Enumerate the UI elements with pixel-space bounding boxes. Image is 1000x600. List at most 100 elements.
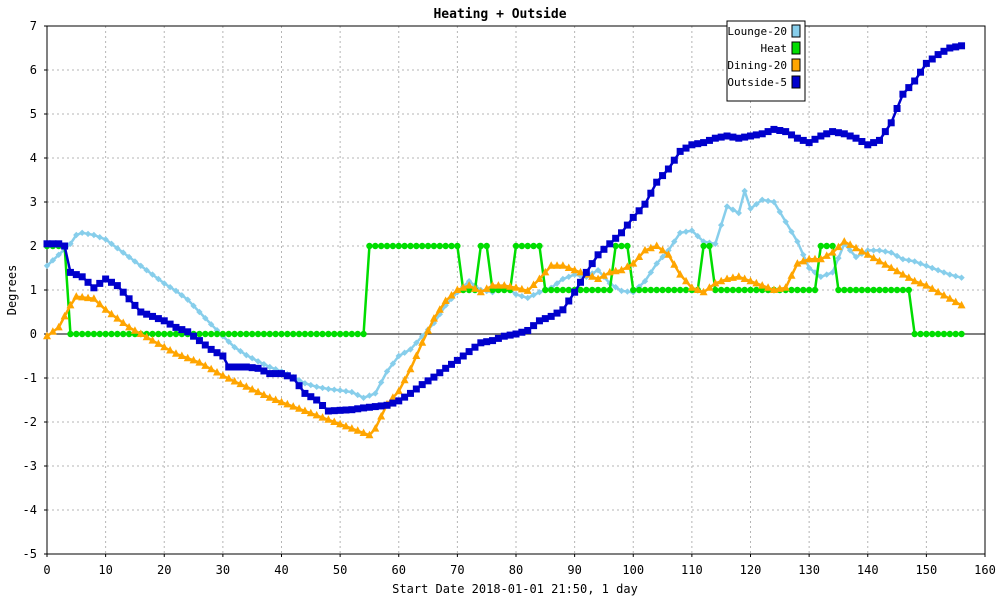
data-point [512, 291, 520, 298]
data-point [307, 381, 315, 389]
data-point [313, 383, 320, 390]
data-point [565, 297, 573, 305]
data-point [160, 317, 168, 325]
data-point [419, 242, 426, 250]
data-point [506, 331, 514, 339]
data-point [482, 284, 491, 292]
data-point [940, 269, 948, 276]
data-point [295, 330, 303, 338]
data-point [746, 276, 755, 285]
data-point [137, 262, 144, 269]
data-point [535, 317, 543, 325]
data-point [143, 310, 151, 318]
data-point [870, 286, 877, 294]
data-point [114, 245, 121, 252]
y-tick-label: -4 [23, 503, 37, 517]
data-point [225, 330, 232, 338]
data-point [354, 405, 362, 413]
data-point [107, 309, 116, 318]
data-point [266, 363, 273, 371]
series-dining-20 [43, 237, 966, 439]
data-point [611, 266, 620, 275]
data-point [401, 242, 408, 250]
data-point [177, 351, 186, 359]
data-point [958, 42, 966, 50]
data-point [899, 256, 907, 263]
data-point [594, 286, 602, 294]
data-point [172, 323, 180, 331]
data-point [78, 273, 86, 281]
data-point [717, 286, 725, 294]
data-point [190, 302, 197, 310]
data-point [236, 363, 244, 371]
data-point [489, 337, 497, 345]
data-point [348, 388, 356, 396]
data-point [90, 284, 98, 292]
data-point [207, 321, 215, 328]
data-point [137, 308, 145, 316]
data-point [899, 90, 907, 98]
data-point [207, 345, 215, 353]
data-point [272, 330, 279, 338]
data-point [583, 286, 590, 294]
data-point [605, 267, 614, 276]
legend-label: Lounge-20 [727, 25, 787, 38]
data-point [336, 419, 345, 428]
data-point [371, 424, 380, 432]
data-point [236, 379, 245, 388]
data-point [89, 294, 98, 302]
data-point [647, 286, 655, 294]
data-point [395, 352, 402, 360]
data-point [759, 196, 766, 203]
data-point [781, 283, 790, 291]
x-tick-label: 60 [392, 563, 406, 577]
data-point [377, 379, 385, 386]
data-point [430, 373, 438, 381]
y-axis-label: Degrees [5, 265, 19, 316]
data-point [916, 278, 925, 287]
data-point [301, 330, 309, 338]
data-point [465, 281, 474, 289]
data-point [102, 275, 110, 283]
data-point [618, 287, 625, 295]
data-point [178, 326, 186, 334]
data-point [142, 332, 151, 341]
data-point [641, 278, 649, 285]
grid-lines [47, 26, 985, 554]
data-point [800, 251, 807, 258]
data-point [289, 374, 297, 382]
data-point [155, 330, 162, 338]
data-point [120, 330, 127, 338]
data-point [671, 286, 678, 294]
data-point [558, 261, 567, 269]
data-point [524, 242, 531, 250]
data-point [553, 309, 561, 317]
data-point [835, 254, 842, 262]
data-point [800, 286, 807, 294]
data-point [940, 330, 948, 338]
data-point [354, 330, 361, 338]
data-point [353, 426, 362, 434]
data-point [882, 248, 889, 255]
data-point [665, 286, 672, 294]
data-point [776, 127, 784, 134]
data-point [231, 330, 238, 338]
data-point [565, 273, 572, 280]
data-point [372, 390, 379, 397]
data-point [729, 133, 737, 141]
data-point [442, 242, 449, 250]
data-point [231, 363, 239, 371]
data-point [154, 339, 163, 347]
data-point [453, 285, 462, 293]
data-point [90, 330, 98, 338]
data-point [67, 330, 74, 338]
data-point [113, 314, 122, 322]
data-point [102, 330, 109, 338]
data-point [108, 330, 115, 338]
data-point [905, 257, 912, 264]
data-point [143, 267, 150, 274]
data-point [330, 407, 338, 415]
data-point [131, 301, 139, 309]
data-point [700, 139, 708, 147]
data-point [366, 392, 373, 399]
